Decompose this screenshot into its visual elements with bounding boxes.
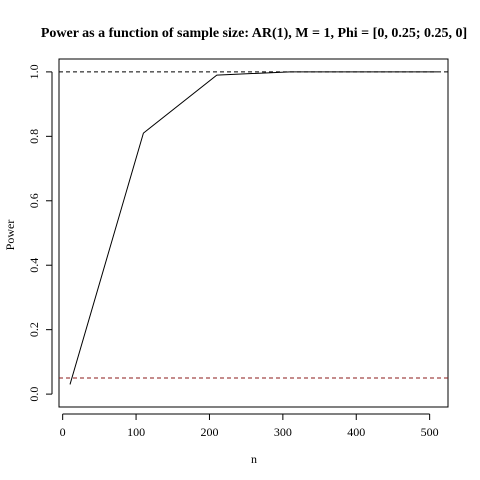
plot-frame bbox=[58, 58, 449, 408]
y-tick-label: 0.8 bbox=[27, 129, 41, 144]
x-tick-label: 400 bbox=[347, 425, 365, 439]
x-axis: 0 100 200 300 400 500 bbox=[60, 413, 439, 439]
x-tick-label: 300 bbox=[274, 425, 292, 439]
y-tick-label: 0.6 bbox=[27, 193, 41, 208]
y-axis: 0.0 0.2 0.4 0.6 0.8 1.0 bbox=[27, 64, 53, 402]
series-group bbox=[69, 71, 437, 385]
x-tick-label: 200 bbox=[200, 425, 218, 439]
y-tick-label: 0.4 bbox=[27, 258, 41, 273]
x-tick-label: 500 bbox=[421, 425, 439, 439]
y-tick-label: 1.0 bbox=[27, 64, 41, 79]
series-line-0 bbox=[69, 71, 437, 385]
y-axis-label: Power bbox=[3, 220, 17, 251]
chart-title: Power as a function of sample size: AR(1… bbox=[41, 26, 467, 41]
y-tick-label: 0.0 bbox=[27, 387, 41, 402]
x-axis-label: n bbox=[251, 452, 257, 466]
reference-lines bbox=[59, 71, 448, 379]
x-tick-label: 0 bbox=[60, 425, 66, 439]
y-tick-label: 0.2 bbox=[27, 322, 41, 337]
x-tick-label: 100 bbox=[127, 425, 145, 439]
